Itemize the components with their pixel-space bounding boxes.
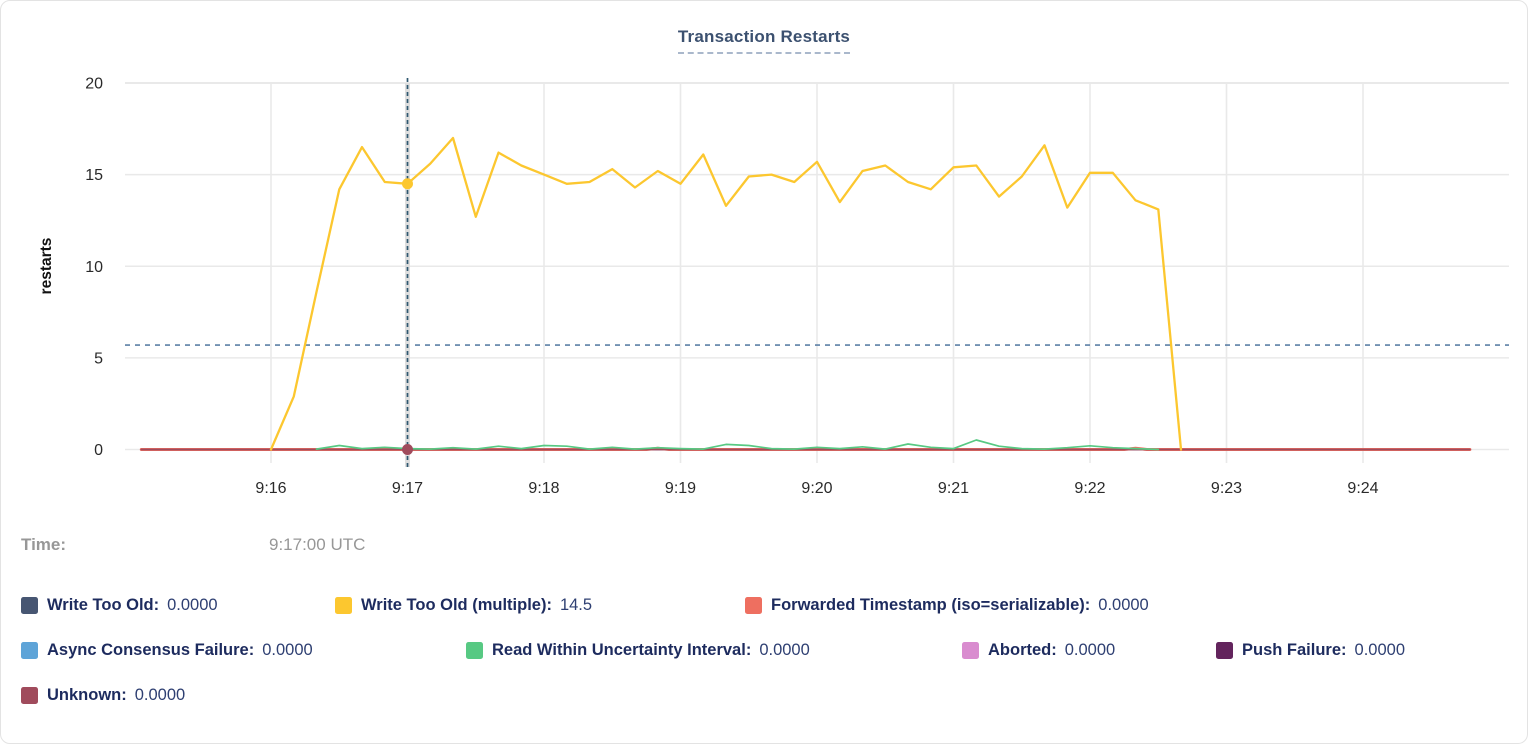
y-axis-label: restarts bbox=[38, 238, 55, 295]
legend-swatch-icon bbox=[962, 641, 979, 659]
chart-title[interactable]: Transaction Restarts bbox=[677, 27, 851, 54]
legend-label: Read Within Uncertainty Interval: bbox=[492, 640, 752, 659]
legend-label: Async Consensus Failure: bbox=[47, 640, 255, 659]
x-tick-label: 9:23 bbox=[1211, 480, 1242, 497]
transaction-restarts-chart[interactable]: 0 5 10 15 20 9:16 9:17 9:18 9:19 9:20 9:21 9:22 9:23… bbox=[1, 1, 1527, 513]
legend-swatch-icon bbox=[21, 686, 38, 704]
legend-label: Aborted: bbox=[988, 640, 1057, 659]
y-tick-label: 20 bbox=[85, 76, 103, 93]
legend-swatch-icon bbox=[466, 641, 483, 659]
x-tick-label: 9:16 bbox=[255, 480, 286, 497]
legend-value: 0.0000 bbox=[759, 640, 810, 659]
legend-label: Push Failure: bbox=[1242, 640, 1347, 659]
legend-value: 0.0000 bbox=[167, 595, 218, 614]
y-tick-label: 0 bbox=[94, 442, 103, 459]
x-tick-label: 9:20 bbox=[801, 480, 832, 497]
legend-swatch-icon bbox=[335, 596, 352, 614]
legend-swatch-icon bbox=[21, 596, 38, 614]
legend-item: Forwarded Timestamp (iso=serializable): 0… bbox=[745, 593, 1149, 617]
y-tick-label: 15 bbox=[85, 167, 103, 184]
legend-item: Write Too Old: 0.0000 bbox=[21, 593, 218, 617]
legend-swatch-icon bbox=[21, 641, 38, 659]
legend-item: Read Within Uncertainty Interval: 0.0000 bbox=[466, 638, 810, 662]
legend-item: Aborted: 0.0000 bbox=[962, 638, 1115, 662]
legend-item: Write Too Old (multiple): 14.5 bbox=[335, 593, 592, 617]
x-tick-label: 9:18 bbox=[528, 480, 559, 497]
chart-title-wrap: Transaction Restarts bbox=[1, 27, 1527, 54]
legend-swatch-icon bbox=[1216, 641, 1233, 659]
legend-item: Push Failure: 0.0000 bbox=[1216, 638, 1405, 662]
legend-value: 0.0000 bbox=[1064, 640, 1116, 659]
hover-dot-write-too-old-multiple- bbox=[402, 178, 413, 190]
time-readout-label: Time: bbox=[21, 535, 67, 554]
series-line-write-too-old-multiple- bbox=[269, 136, 1183, 451]
x-tick-label: 9:22 bbox=[1074, 480, 1105, 497]
x-tick-label: 9:19 bbox=[665, 480, 696, 497]
legend-value: 0.0000 bbox=[1098, 595, 1149, 614]
legend-value: 0.0000 bbox=[262, 640, 313, 659]
legend-value: 14.5 bbox=[559, 595, 593, 614]
y-tick-label: 5 bbox=[94, 350, 103, 367]
legend-value: 0.0000 bbox=[134, 685, 186, 704]
legend-label: Unknown: bbox=[47, 685, 127, 704]
series-line-read-within-uncertainty-interval bbox=[315, 439, 1160, 451]
x-tick-label: 9:21 bbox=[938, 480, 969, 497]
legend-label: Write Too Old: bbox=[47, 595, 160, 614]
legend-item: Async Consensus Failure: 0.0000 bbox=[21, 638, 313, 662]
legend-label: Forwarded Timestamp (iso=serializable): bbox=[771, 595, 1091, 614]
legend-swatch-icon bbox=[745, 596, 762, 614]
legend-label: Write Too Old (multiple): bbox=[361, 595, 552, 614]
time-readout-value: 9:17:00 UTC bbox=[269, 535, 366, 554]
x-tick-label: 9:17 bbox=[392, 480, 423, 497]
y-tick-label: 10 bbox=[85, 259, 103, 276]
hover-dot-unknown bbox=[402, 444, 413, 455]
legend-value: 0.0000 bbox=[1354, 640, 1405, 659]
x-tick-label: 9:24 bbox=[1347, 480, 1378, 497]
legend-item: Unknown: 0.0000 bbox=[21, 683, 185, 707]
